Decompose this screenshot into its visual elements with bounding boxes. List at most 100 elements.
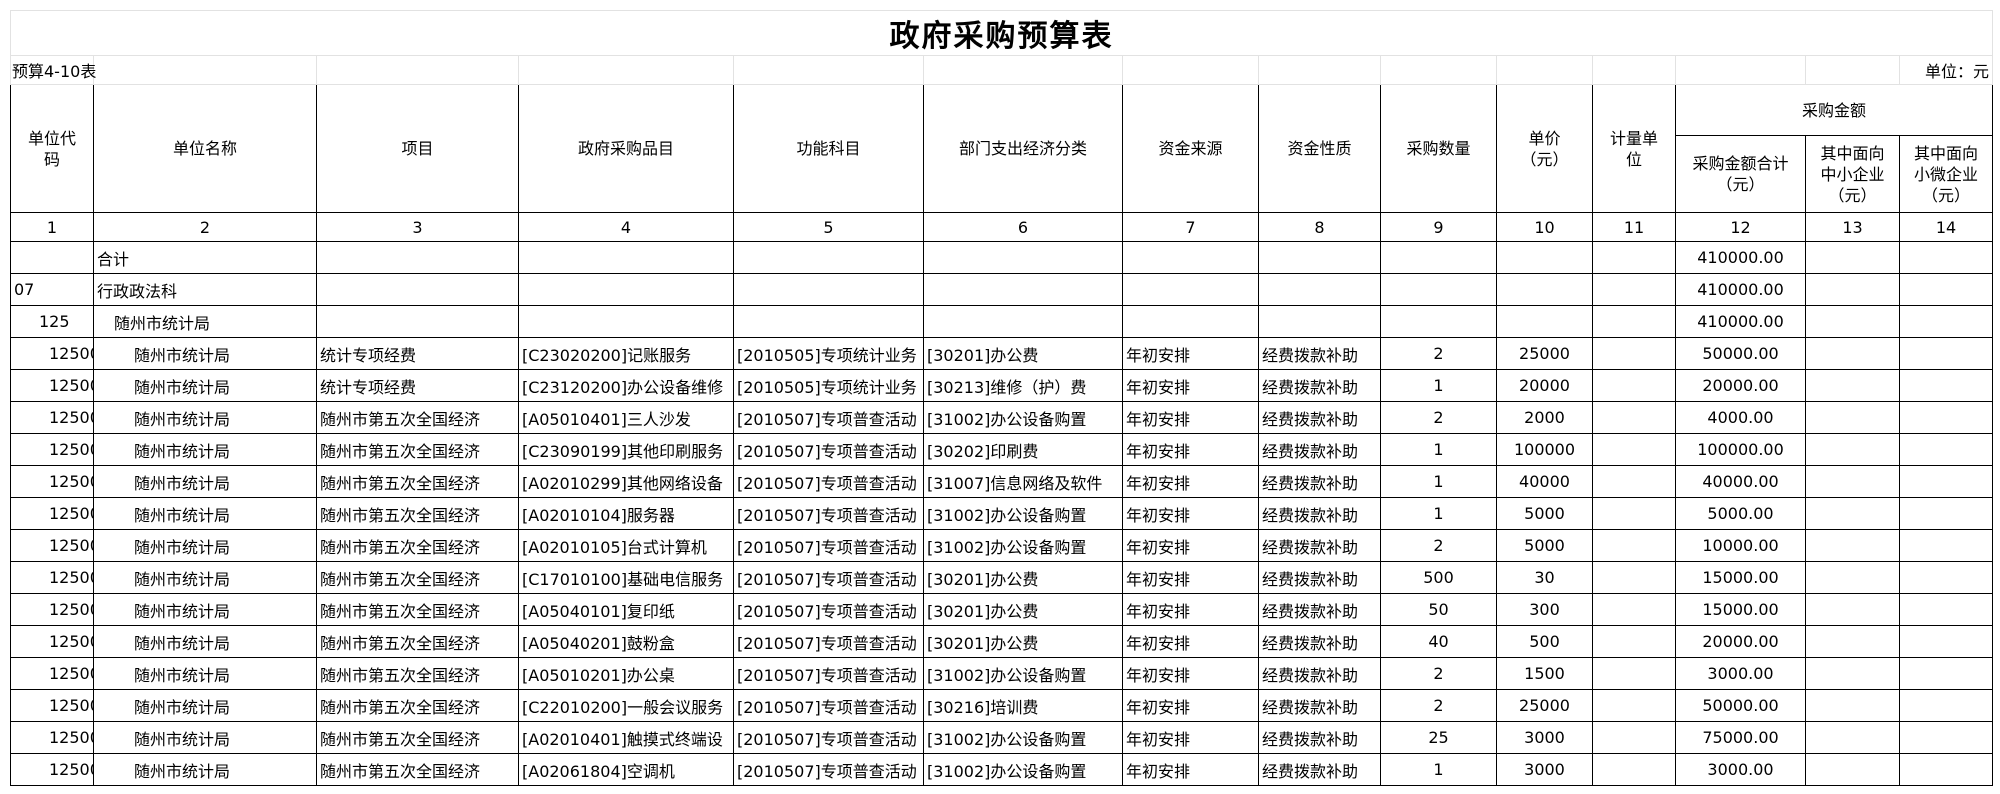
table-cell xyxy=(923,305,1123,338)
table-cell xyxy=(1592,273,1676,306)
empty-cell xyxy=(1675,55,1806,85)
table-cell: 50 xyxy=(1380,593,1497,626)
table-cell: 12500 xyxy=(10,721,94,754)
table-cell: 15000.00 xyxy=(1675,593,1806,626)
table-cell: 年初安排 xyxy=(1122,721,1259,754)
table-cell: 随州市统计局 xyxy=(93,401,317,434)
table-cell xyxy=(1592,337,1676,370)
empty-cell xyxy=(733,55,924,85)
table-cell xyxy=(1805,305,1900,338)
table-cell xyxy=(1496,241,1593,274)
table-cell: 年初安排 xyxy=(1122,529,1259,562)
table-cell: 随州市统计局 xyxy=(93,337,317,370)
table-cell: 5000 xyxy=(1496,529,1593,562)
table-cell: 1 xyxy=(1380,465,1497,498)
table-cell: 12500 xyxy=(10,433,94,466)
table-cell xyxy=(1496,273,1593,306)
table-cell xyxy=(1805,625,1900,658)
table-cell: [2010507]专项普查活动 xyxy=(733,721,924,754)
table-cell: 年初安排 xyxy=(1122,369,1259,402)
table-cell: 年初安排 xyxy=(1122,401,1259,434)
table-cell: 12500 xyxy=(10,465,94,498)
table-row: 12500随州市统计局随州市第五次全国经济[C17010100]基础电信服务[2… xyxy=(10,561,1993,594)
table-cell: 年初安排 xyxy=(1122,689,1259,722)
table-cell: [30201]办公费 xyxy=(923,337,1123,370)
table-cell: 40000 xyxy=(1496,465,1593,498)
table-cell: 5000.00 xyxy=(1675,497,1806,530)
empty-cell xyxy=(316,55,519,85)
table-cell xyxy=(1805,497,1900,530)
table-row: 12500随州市统计局随州市第五次全国经济[C22010200]一般会议服务[2… xyxy=(10,689,1993,722)
table-cell xyxy=(1899,625,1993,658)
table-cell: 20000.00 xyxy=(1675,625,1806,658)
table-cell xyxy=(1592,305,1676,338)
table-cell xyxy=(1258,273,1381,306)
table-cell: 年初安排 xyxy=(1122,625,1259,658)
column-group-header: 采购金额 xyxy=(1675,84,1993,136)
table-cell xyxy=(1592,753,1676,786)
table-cell: 12500 xyxy=(10,657,94,690)
table-cell: 3000 xyxy=(1496,753,1593,786)
table-cell: 50000.00 xyxy=(1675,337,1806,370)
table-cell xyxy=(1899,241,1993,274)
table-cell: 15000.00 xyxy=(1675,561,1806,594)
table-cell: [30202]印刷费 xyxy=(923,433,1123,466)
table-cell: 12500 xyxy=(10,625,94,658)
table-cell xyxy=(733,305,924,338)
table-cell: [31002]办公设备购置 xyxy=(923,529,1123,562)
table-cell xyxy=(518,241,734,274)
table-cell: 12500 xyxy=(10,753,94,786)
table-cell: 经费拨款补助 xyxy=(1258,625,1381,658)
table-cell: 2 xyxy=(1380,529,1497,562)
table-cell: 2 xyxy=(1380,657,1497,690)
table-cell: 500 xyxy=(1380,561,1497,594)
empty-cell xyxy=(1805,55,1900,85)
table-row: 1 2 3 4 5 6 7 8 9 10 11 12 13 14 xyxy=(10,212,1993,242)
table-cell: [2010507]专项普查活动 xyxy=(733,433,924,466)
table-cell: 12500 xyxy=(10,561,94,594)
column-number: 11 xyxy=(1592,212,1676,242)
table-cell: [C17010100]基础电信服务 xyxy=(518,561,734,594)
table-cell xyxy=(1592,689,1676,722)
column-number: 14 xyxy=(1899,212,1993,242)
table-cell: 随州市第五次全国经济 xyxy=(316,465,519,498)
table-cell: [31002]办公设备购置 xyxy=(923,657,1123,690)
table-cell: [C23090199]其他印刷服务 xyxy=(518,433,734,466)
table-cell xyxy=(1899,273,1993,306)
table-cell: [A02061804]空调机 xyxy=(518,753,734,786)
table-cell xyxy=(1805,465,1900,498)
table-cell: 随州市第五次全国经济 xyxy=(316,529,519,562)
table-cell: 随州市统计局 xyxy=(93,305,317,338)
table-cell: [2010505]专项统计业务 xyxy=(733,369,924,402)
table-cell: 经费拨款补助 xyxy=(1258,529,1381,562)
table-cell xyxy=(1805,561,1900,594)
table-cell: 经费拨款补助 xyxy=(1258,465,1381,498)
table-cell xyxy=(1122,305,1259,338)
table-cell xyxy=(1592,497,1676,530)
table-cell: [2010507]专项普查活动 xyxy=(733,753,924,786)
column-number: 9 xyxy=(1380,212,1497,242)
table-cell xyxy=(1899,369,1993,402)
table-cell: 随州市第五次全国经济 xyxy=(316,401,519,434)
table-cell xyxy=(1592,401,1676,434)
table-cell: 25000 xyxy=(1496,689,1593,722)
table-cell: [A02010401]触摸式终端设 xyxy=(518,721,734,754)
column-number: 1 xyxy=(10,212,94,242)
table-cell: 75000.00 xyxy=(1675,721,1806,754)
table-row: 12500随州市统计局随州市第五次全国经济[A02010104]服务器[2010… xyxy=(10,497,1993,530)
table-cell: [2010507]专项普查活动 xyxy=(733,497,924,530)
column-header: 功能科目 xyxy=(733,84,924,213)
column-number: 6 xyxy=(923,212,1123,242)
table-cell xyxy=(1805,657,1900,690)
table-row: 125 随州市统计局 410000.00 xyxy=(10,305,1993,338)
column-number: 10 xyxy=(1496,212,1593,242)
table-cell: 随州市统计局 xyxy=(93,561,317,594)
table-cell xyxy=(1899,497,1993,530)
table-cell xyxy=(1380,241,1497,274)
column-header: 其中面向 小微企业 （元） xyxy=(1899,135,1993,213)
table-cell: 1 xyxy=(1380,497,1497,530)
table-cell xyxy=(1380,305,1497,338)
table-cell: 100000.00 xyxy=(1675,433,1806,466)
table-cell: [A02010104]服务器 xyxy=(518,497,734,530)
